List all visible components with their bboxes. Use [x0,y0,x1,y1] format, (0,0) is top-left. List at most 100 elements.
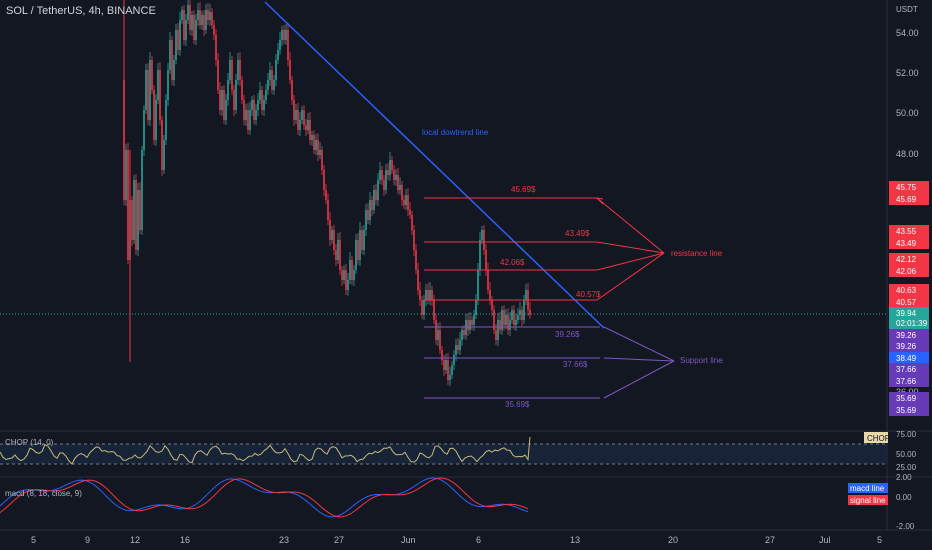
macd-legend-text: macd line [850,484,885,493]
candle-body [185,20,187,40]
downtrend-line[interactable] [264,1,605,329]
price-label-text: 43.55 [896,227,917,236]
candle-body [393,170,395,180]
candle-body [259,90,261,100]
candle-body [423,300,425,315]
candle-body [493,310,495,330]
candle-body [271,70,273,90]
candle-body [205,10,207,30]
candle-body [179,20,181,50]
candle-body [385,170,387,190]
candle-body [139,190,141,230]
candle-body [261,90,263,110]
candle-body [177,30,179,50]
candle-body [295,110,297,120]
candle-body [303,110,305,125]
candle-body [255,110,257,120]
candle-body [487,270,489,290]
candle-body [363,230,365,250]
candle-body [231,60,233,90]
signal-legend-badge [848,495,888,505]
candle-body [311,135,313,140]
time-label: 27 [334,535,344,545]
signal-line [0,477,529,518]
candle-body [409,210,411,215]
candle-body [173,60,175,80]
candle-body [355,240,357,270]
candle-body [523,300,525,320]
resistance-arrow-4 [596,252,665,301]
price-label-text: 39.94 [896,309,917,318]
candle-body [191,15,193,30]
candle-body [461,330,463,340]
chop-badge-text: CHOP [867,434,890,443]
candle-body [249,110,251,130]
candle-body [201,15,203,25]
candle-body [449,375,451,380]
resistance-level-label: 45.69$ [511,185,536,194]
time-label: 9 [85,535,90,545]
chop-tick: 25.00 [896,463,917,472]
price-label-badge [889,317,929,329]
candle-body [395,175,397,180]
price-label-text: 38.49 [896,354,917,363]
candle-body [503,310,505,325]
signal-legend-text: signal line [850,496,886,505]
candle-body [467,320,469,330]
time-label: 20 [668,535,678,545]
candle-body [229,60,231,80]
candle-body [159,70,161,120]
price-label-badge [889,237,929,249]
candle-body [413,230,415,250]
candle-body [451,365,453,375]
price-label-text: 45.75 [896,183,917,192]
candle-body [513,310,515,325]
price-label-text: 37.66 [896,365,917,374]
price-label-badge [889,404,929,416]
candle-body [383,180,385,190]
candle-body [277,50,279,60]
candle-body [217,60,219,90]
candle-body [253,100,255,120]
price-label-text: 39.26 [896,331,917,340]
candle-body [165,100,167,140]
symbol-title[interactable]: SOL / TetherUS, 4h, BINANCE [6,5,156,17]
candle-body [435,320,437,340]
candle-body [345,270,347,290]
price-tick: 48.00 [896,149,919,159]
candle-body [403,200,405,205]
candle-body [175,30,177,60]
candle-body [397,175,399,190]
currency-label: USDT [896,5,918,14]
chop-band [0,444,887,464]
candle-body [327,200,329,220]
candle-body [501,310,503,330]
candle-body [405,195,407,205]
candle-body [437,330,439,340]
candle-body [265,90,267,100]
candle-body [287,30,289,60]
candle-body [195,20,197,40]
support-level-label: 37.66$ [563,360,588,369]
candle-body [293,100,295,120]
candle-body [223,90,225,120]
price-label-badge [889,193,929,205]
candle-body [133,180,135,240]
candle-body [479,240,481,270]
price-label-text: 35.69 [896,394,917,403]
candle-body [349,260,351,280]
candle-body [233,90,235,110]
price-labels: 45.75 45.69 43.55 43.49 42.12 42.06 40.63 40.57… [889,181,929,416]
candle-body [371,200,373,210]
macd-tick: 0.00 [896,493,912,502]
candle-body [163,140,165,170]
chop-line [0,436,531,465]
candle-body [519,310,521,315]
price-label-text: 43.49 [896,239,917,248]
candle-body [131,200,133,240]
candle-body [267,80,269,90]
candle-body [401,185,403,200]
candle-body [505,315,507,325]
